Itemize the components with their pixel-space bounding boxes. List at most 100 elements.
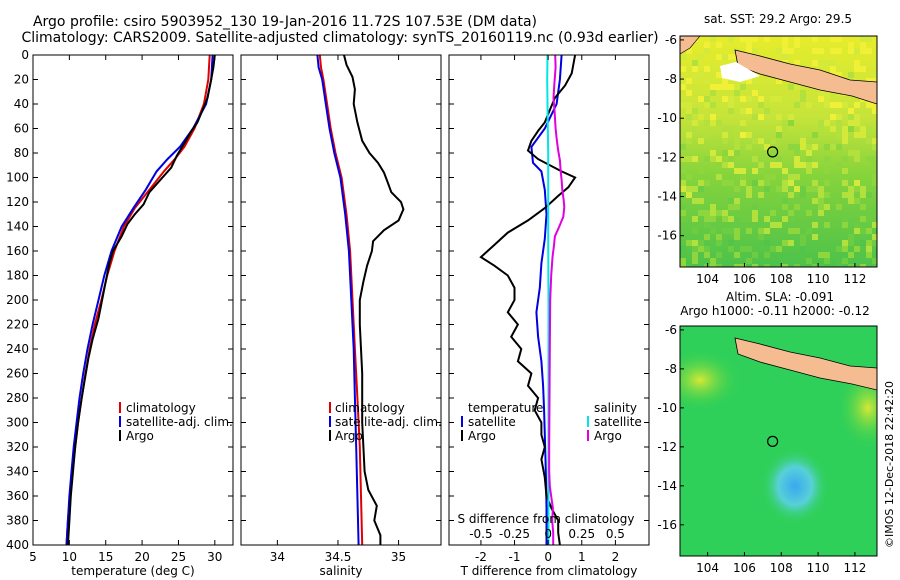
sst-pixel [782, 240, 788, 246]
sst-pixel [788, 144, 794, 150]
sst-pixel [734, 252, 740, 258]
sst-pixel [692, 72, 698, 78]
sst-pixel [788, 48, 794, 54]
sst-pixel [842, 168, 848, 174]
sst-pixel [740, 216, 746, 222]
axes-frame [240, 54, 442, 546]
sst-pixel [860, 42, 866, 48]
sst-pixel [830, 102, 836, 108]
sst-pixel [686, 78, 692, 84]
sst-pixel [776, 186, 782, 192]
temperature-panel: 5 10 15 20 25 3002040608010012014016018020022… [6, 48, 234, 578]
sla-map [680, 326, 877, 556]
sst-pixel [842, 102, 848, 108]
sst-pixel [854, 150, 860, 156]
x-tick-label: 104 [696, 272, 719, 286]
y-tick-label: 280 [6, 391, 29, 405]
sst-pixel [842, 258, 848, 264]
sst-pixel [776, 246, 782, 252]
x-tick-label: -1 [509, 550, 521, 564]
java-land [734, 49, 877, 105]
series-satellite-adj-clim- [316, 54, 360, 546]
series-climatology [318, 54, 364, 546]
x-axis-label: salinity [319, 564, 362, 578]
sst-pixel [704, 216, 710, 222]
x-tick-label: 30 [207, 550, 222, 564]
sst-pixel [776, 162, 782, 168]
sst-pixel [680, 78, 686, 84]
sst-pixel [788, 216, 794, 222]
sst-pixel [734, 198, 740, 204]
sst-pixel [746, 228, 752, 234]
sst-pixel [704, 66, 710, 72]
y-tick-label: -8 [665, 72, 677, 86]
sst-pixel [698, 96, 704, 102]
sst-pixel [830, 36, 836, 42]
sst-pixel [854, 246, 860, 252]
sst-pixel [704, 78, 710, 84]
sst-pixel [728, 198, 734, 204]
sst-pixel [818, 120, 824, 126]
sst-pixel [680, 264, 686, 267]
sst-pixel [806, 156, 812, 162]
sst-pixel [728, 108, 734, 114]
sst-pixel [830, 144, 836, 150]
x-tick-label: 112 [843, 561, 866, 575]
sst-pixel [710, 258, 716, 264]
series-argo [343, 54, 405, 545]
x-tick-label: 110 [807, 561, 830, 575]
y-tick-label: -16 [657, 518, 677, 532]
sst-pixel [812, 198, 818, 204]
sst-pixel [740, 36, 746, 42]
legend-label-satellite: satellite-adj. clim. [126, 415, 233, 429]
sst-pixel [770, 222, 776, 228]
sla-map-axes: 104 106 108 110 112 -6 -8 -10 -12 -14 -16 [657, 323, 866, 575]
sst-pixel [686, 48, 692, 54]
sst-pixel [734, 228, 740, 234]
sst-pixel [728, 240, 734, 246]
sst-pixel [764, 108, 770, 114]
sst-pixel [740, 120, 746, 126]
sst-pixel [680, 204, 686, 210]
sst-pixel [722, 210, 728, 216]
y-tick-label: -10 [657, 401, 677, 415]
sst-pixel [788, 120, 794, 126]
y-tick-label: 180 [6, 269, 29, 283]
legend-label-climatology: climatology [335, 401, 405, 415]
sst-pixel [758, 168, 764, 174]
sst-pixel [722, 54, 728, 60]
sst-pixel [836, 66, 842, 72]
sst-pixel [734, 204, 740, 210]
sst-pixel [746, 216, 752, 222]
sst-pixel [680, 102, 686, 108]
sst-pixel [860, 240, 866, 246]
sst-pixel [782, 198, 788, 204]
sst-pixel [782, 168, 788, 174]
sst-pixel [824, 156, 830, 162]
sst-pixel [776, 156, 782, 162]
s-tick-label: 0 [544, 527, 552, 541]
x-tick-label: 0 [544, 550, 552, 564]
sst-pixel [704, 222, 710, 228]
x-tick-label: 104 [696, 561, 719, 575]
sst-pixel [716, 120, 722, 126]
sst-pixel [734, 150, 740, 156]
series-s-argo [548, 54, 566, 545]
sst-pixel [710, 216, 716, 222]
y-tick-label: 360 [6, 489, 29, 503]
sst-pixel [842, 156, 848, 162]
sst-pixel [782, 42, 788, 48]
sst-pixel [716, 174, 722, 180]
sst-pixel [746, 186, 752, 192]
sst-pixel [872, 78, 877, 84]
sst-pixel [800, 246, 806, 252]
y-tick-label: 400 [6, 538, 29, 552]
sst-pixel [764, 186, 770, 192]
sst-pixel [680, 258, 686, 264]
sst-pixel [734, 90, 740, 96]
sst-pixel [692, 66, 698, 72]
sst-pixel [692, 186, 698, 192]
legend-title-temperature: temperature [468, 401, 543, 415]
sst-pixel [734, 264, 740, 267]
s-tick-label: -0.25 [499, 527, 530, 541]
